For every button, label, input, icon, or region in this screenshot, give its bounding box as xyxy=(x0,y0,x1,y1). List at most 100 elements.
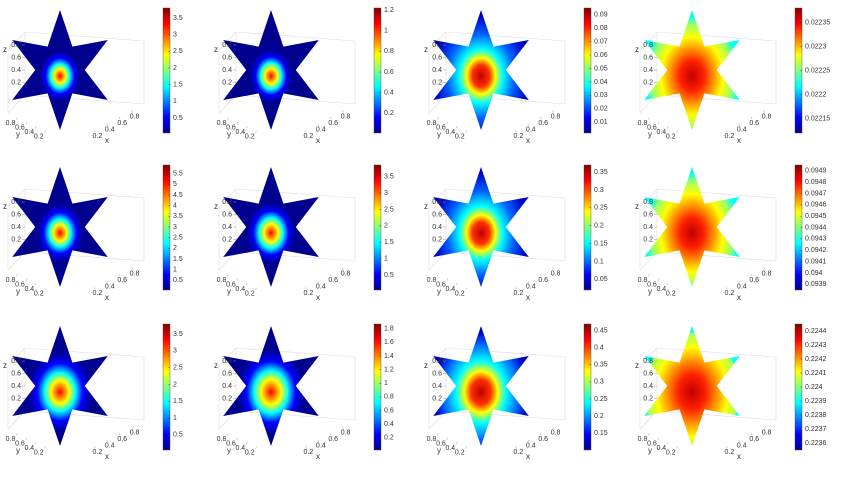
x-tick xyxy=(317,280,320,283)
colorbar-tick-label: 1 xyxy=(173,98,177,105)
y-tick-label: 0.4 xyxy=(24,129,34,136)
colorbar-tick-label: 0.0942 xyxy=(805,247,827,254)
colorbar-tick-label: 0.5 xyxy=(384,272,394,279)
x-tick-label: 0.2 xyxy=(514,449,524,456)
x-tick xyxy=(305,446,307,449)
y-tick xyxy=(25,278,28,281)
x-tick-label: 0.8 xyxy=(762,270,772,277)
z-tick-label: 0.8 xyxy=(222,358,232,365)
x-tick xyxy=(118,117,121,120)
z-tick-label: 0.8 xyxy=(432,358,442,365)
x-tick xyxy=(131,110,133,113)
x-tick-label: 0.8 xyxy=(341,429,351,436)
z-tick-label: 0.4 xyxy=(643,224,653,231)
colorbar-tick-label: 0.07 xyxy=(594,38,608,45)
y-tick xyxy=(245,442,248,445)
y-tick xyxy=(245,126,248,129)
y-tick-label: 0.2 xyxy=(666,449,676,456)
z-tick-label: 0.4 xyxy=(222,383,232,390)
colorbar-tick-label: 0.2236 xyxy=(805,440,827,447)
x-tick xyxy=(515,130,517,133)
z-axis-label: z xyxy=(635,45,639,54)
y-tick xyxy=(227,117,229,120)
z-tick-label: 0.2 xyxy=(432,236,442,243)
colorbar-tick-label: 3.5 xyxy=(173,331,183,338)
colorbar-tick-label: 0.0948 xyxy=(805,179,827,186)
y-tick xyxy=(446,437,449,440)
panel: 0.20.40.60.8z0.20.40.60.8y 0.20.40.60.8x0… xyxy=(3,323,183,461)
y-tick-label: 0.8 xyxy=(427,120,437,127)
z-tick-label: 0.4 xyxy=(432,67,442,74)
slice-surface xyxy=(223,167,319,287)
z-tick-label: 0.4 xyxy=(11,224,21,231)
colorbar-tick-label: 0.0223 xyxy=(805,43,827,50)
x-tick xyxy=(94,287,96,290)
x-tick-label: 0.8 xyxy=(130,270,140,277)
x-tick xyxy=(750,117,753,120)
colorbar-tick-label: 0.09 xyxy=(594,12,608,19)
x-tick xyxy=(738,439,741,442)
x-tick-label: 0.2 xyxy=(514,290,524,297)
colorbar-tick-label: 0.8 xyxy=(384,394,394,401)
y-tick xyxy=(16,117,18,120)
axis-box xyxy=(656,251,777,262)
colorbar xyxy=(583,7,592,134)
slice-surface xyxy=(433,10,529,130)
colorbar-tick-label: 0.15 xyxy=(594,430,608,437)
x-tick xyxy=(106,123,109,126)
axis-box xyxy=(235,410,356,421)
panel: 0.20.40.60.8z0.20.40.60.8y 0.20.40.60.8x0… xyxy=(214,7,394,145)
z-tick-label: 0.6 xyxy=(11,370,21,377)
slice-surface xyxy=(433,326,529,446)
y-tick-label: 0.4 xyxy=(445,445,455,452)
colorbar xyxy=(162,7,171,134)
z-tick-label: 0.6 xyxy=(643,54,653,61)
z-tick-label: 0.8 xyxy=(643,358,653,365)
colorbar-tick-label: 3 xyxy=(173,348,177,355)
x-tick xyxy=(763,267,765,270)
colorbar xyxy=(373,323,382,451)
y-tick xyxy=(25,437,28,440)
x-tick xyxy=(763,110,765,113)
x-tick-label: 0.8 xyxy=(551,429,561,436)
panel: 0.20.40.60.8z0.20.40.60.8y 0.20.40.60.8x0… xyxy=(424,164,608,302)
y-tick xyxy=(676,287,678,290)
z-tick-label: 0.2 xyxy=(11,236,21,243)
z-tick-label: 0.4 xyxy=(432,383,442,390)
x-tick xyxy=(106,280,109,283)
colorbar-tick-label: 1 xyxy=(384,380,388,387)
x-tick xyxy=(329,117,332,120)
x-tick xyxy=(763,426,765,429)
z-tick-label: 0.6 xyxy=(432,370,442,377)
axis-box xyxy=(445,188,566,199)
colorbar-tick-label: 0.2239 xyxy=(805,398,827,405)
z-tick-label: 0.4 xyxy=(11,67,21,74)
colorbar-tick-label: 1.2 xyxy=(384,366,394,373)
z-axis-label: z xyxy=(214,45,218,54)
x-tick-label: 0.6 xyxy=(117,436,127,443)
x-tick-label: 0.6 xyxy=(749,120,759,127)
colorbar-tick-label: 0.2244 xyxy=(805,328,827,335)
colorbar-tick-label: 5.5 xyxy=(173,170,183,177)
x-tick xyxy=(515,287,517,290)
y-tick-label: 0.2 xyxy=(245,290,255,297)
x-tick-label: 0.4 xyxy=(737,127,747,134)
axis-box xyxy=(656,94,777,105)
x-tick xyxy=(317,439,320,442)
y-tick xyxy=(465,130,467,133)
z-tick-label: 0.4 xyxy=(222,224,232,231)
colorbar-tick-label: 1 xyxy=(173,415,177,422)
y-axis-label: y xyxy=(648,287,652,296)
colorbar xyxy=(583,323,592,451)
colorbar-tick-label: 0.094 xyxy=(805,270,823,277)
z-tick-label: 0.2 xyxy=(643,79,653,86)
x-tick xyxy=(342,426,344,429)
y-tick-label: 0.4 xyxy=(656,286,666,293)
y-tick xyxy=(446,121,449,124)
x-tick xyxy=(552,110,554,113)
x-tick xyxy=(329,433,332,436)
x-tick-label: 0.2 xyxy=(725,133,735,140)
colorbar-tick-label: 0.2 xyxy=(384,110,394,117)
y-tick-label: 0.6 xyxy=(436,125,446,132)
colorbar-tick-label: 2 xyxy=(173,245,177,252)
